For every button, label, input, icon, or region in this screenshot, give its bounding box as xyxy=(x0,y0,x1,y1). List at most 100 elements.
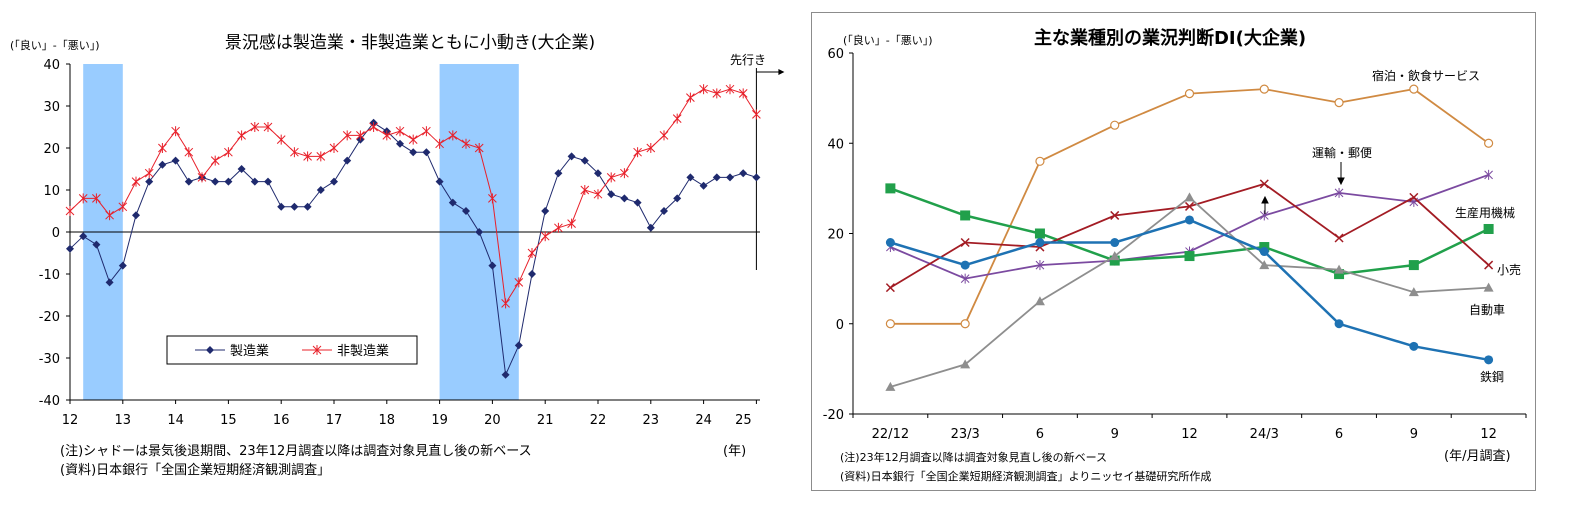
left-series-0-point-40 xyxy=(594,169,602,178)
left-series-0-point-18 xyxy=(303,202,312,211)
right-series-4-point-7 xyxy=(1408,287,1419,297)
left-y-tick-label-7: -30 xyxy=(39,352,60,367)
left-series-group xyxy=(65,84,761,379)
left-series-1-point-13 xyxy=(237,130,246,141)
right-chart-title: 主な業種別の業況判断DI(大企業) xyxy=(1034,27,1306,49)
right-series-1-point-2 xyxy=(1035,260,1045,271)
left-series-1-point-20 xyxy=(329,143,339,153)
right-x-tick-label-8: 12 xyxy=(1480,427,1497,442)
left-x-tick-label-13: 25 xyxy=(735,413,752,428)
left-x-tick-label-1: 13 xyxy=(115,413,132,428)
left-x-tick-label-12: 24 xyxy=(695,413,712,428)
left-y-tick-label-8: -40 xyxy=(39,394,60,409)
right-series-0-point-7 xyxy=(1409,84,1419,94)
right-series-0-point-3 xyxy=(1110,120,1120,130)
left-series-0-point-48 xyxy=(699,181,708,190)
right-series-1-point-5 xyxy=(1259,210,1269,221)
left-series-1-point-1 xyxy=(78,193,88,204)
right-series-5-point-2 xyxy=(1035,238,1045,248)
left-series-0-point-7 xyxy=(158,160,167,169)
right-x-tick-label-4: 12 xyxy=(1181,427,1198,442)
left-series-1-point-43 xyxy=(633,147,642,158)
right-label-retail: 小売 xyxy=(1497,262,1521,277)
left-x-tick-label-4: 16 xyxy=(273,413,290,428)
left-series-0-point-30 xyxy=(462,207,470,215)
right-series-1-point-8 xyxy=(1484,169,1493,180)
right-chart: 主な業種別の業況判断DI(大企業) (「良い」-「悪い」) 60 40 20 0 -20… xyxy=(811,12,1536,491)
left-series-1-point-23 xyxy=(369,122,378,132)
left-chart-source: (資料)日本銀行「全国企業短期経済観測調査」 xyxy=(60,462,330,478)
left-series-1-point-41 xyxy=(606,172,616,183)
left-series-1-point-45 xyxy=(659,130,669,141)
right-series-1-point-6 xyxy=(1334,187,1344,198)
right-series-0-point-5 xyxy=(1259,84,1269,94)
left-series-0-point-32 xyxy=(488,261,497,270)
right-label-steel: 鉄鋼 xyxy=(1480,369,1504,384)
right-arrow-up-marker xyxy=(1261,195,1269,214)
left-y-tick-label-2: 20 xyxy=(43,142,60,157)
right-series-2 xyxy=(885,183,1494,280)
right-series-2-point-2 xyxy=(1034,228,1045,239)
right-arrow-transport xyxy=(1337,162,1345,186)
right-series-3-point-7 xyxy=(1409,192,1419,202)
left-y-tick-label-3: 10 xyxy=(43,184,60,199)
right-label-automobile: 自動車 xyxy=(1469,303,1505,317)
right-series-3-point-0 xyxy=(885,283,895,293)
right-chart-frame xyxy=(811,12,1536,491)
left-series-1 xyxy=(65,84,761,309)
right-series-4-point-2 xyxy=(1034,296,1045,306)
left-series-0-point-2 xyxy=(92,240,101,249)
left-series-1-point-22 xyxy=(356,130,365,141)
left-series-0-point-26 xyxy=(409,148,418,157)
left-series-1-point-40 xyxy=(593,189,603,200)
right-axes xyxy=(849,52,1527,418)
right-series-0-point-4 xyxy=(1184,89,1195,99)
left-series-1-point-38 xyxy=(567,218,576,229)
right-series-5-point-4 xyxy=(1185,215,1194,225)
right-series-3-point-5 xyxy=(1259,179,1269,189)
right-series-3 xyxy=(885,179,1494,293)
left-series-0-point-13 xyxy=(237,165,246,173)
left-series-0-point-52 xyxy=(752,173,761,182)
right-series-5-point-7 xyxy=(1409,341,1419,351)
left-series-0-point-27 xyxy=(422,148,431,157)
right-series-4 xyxy=(885,192,1494,391)
right-label-transport: 運輸・郵便 xyxy=(1312,145,1372,160)
left-legend: 製造業 非製造業 xyxy=(166,335,418,365)
left-y-tick-label-1: 30 xyxy=(43,100,60,115)
left-series-0-point-45 xyxy=(660,207,668,215)
right-series-1-point-1 xyxy=(960,273,970,284)
right-series-2-point-5 xyxy=(1259,242,1270,253)
left-series-1-point-0 xyxy=(65,206,75,216)
left-series-0-point-17 xyxy=(290,202,299,211)
right-series-4-point-8 xyxy=(1483,282,1494,292)
right-series-2-point-3 xyxy=(1109,255,1120,266)
left-chart-title: 景況感は製造業・非製造業ともに小動き(大企業) xyxy=(225,33,595,53)
left-x-tick-label-9: 21 xyxy=(537,413,554,428)
left-series-0-point-36 xyxy=(541,207,550,215)
right-series-2-point-7 xyxy=(1408,260,1419,271)
right-series-3-point-8 xyxy=(1484,260,1494,270)
right-series-0-point-1 xyxy=(960,319,970,329)
left-series-0-point-33 xyxy=(501,370,510,379)
left-series-0-point-47 xyxy=(686,173,695,182)
left-series-0-point-15 xyxy=(264,177,272,186)
left-legend-label-manufacturing: 製造業 xyxy=(230,343,269,359)
left-series-1-point-48 xyxy=(699,84,708,95)
left-series-0-point-50 xyxy=(726,173,734,182)
right-series-4-point-1 xyxy=(960,359,971,369)
right-series-3-point-6 xyxy=(1334,233,1344,243)
left-series-1-point-3 xyxy=(105,210,114,221)
left-series-1-point-28 xyxy=(435,138,444,149)
left-series-1-point-44 xyxy=(646,143,656,153)
left-forecast-marker xyxy=(755,68,785,270)
left-y-tick-label-6: -20 xyxy=(39,310,60,325)
left-series-1-point-47 xyxy=(686,92,695,103)
left-series-0-point-9 xyxy=(184,177,193,186)
left-series-0-point-49 xyxy=(712,173,721,182)
left-axes xyxy=(66,63,760,404)
right-y-axis-label: (「良い」-「悪い」) xyxy=(843,33,933,47)
left-series-0-point-21 xyxy=(343,156,352,165)
right-x-tick-label-5: 24/3 xyxy=(1250,427,1279,442)
left-series-1-point-26 xyxy=(408,134,418,145)
